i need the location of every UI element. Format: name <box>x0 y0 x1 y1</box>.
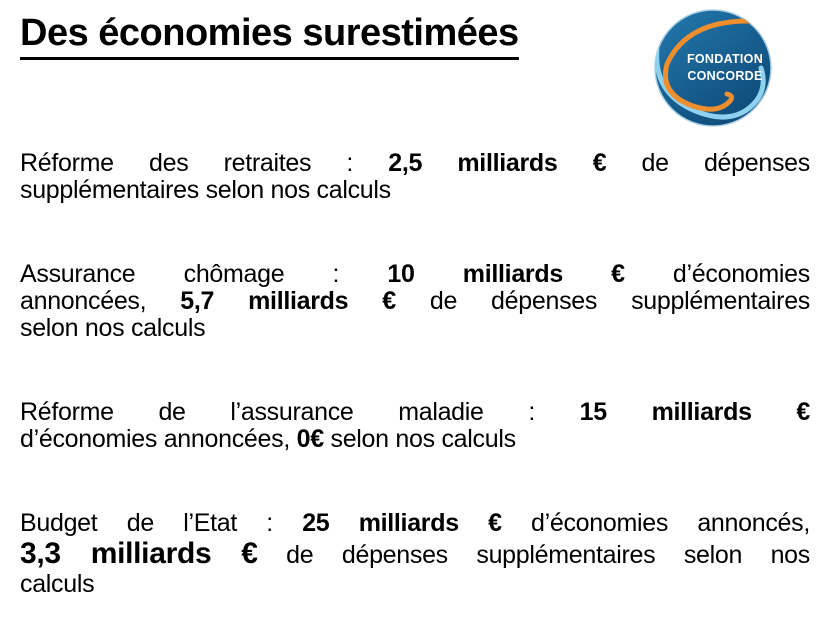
amount-highlight: 0€ <box>296 425 325 453</box>
text-segment: annoncées, <box>20 287 181 315</box>
text-segment: selon nos calculs <box>20 314 206 342</box>
body-text: Réforme des retraites : 2,5 milliards € … <box>20 150 810 598</box>
amount-highlight: 25 milliards € <box>302 509 502 537</box>
amount-highlight: 15 milliards € <box>579 398 811 426</box>
text-segment: d’économies annoncés, <box>501 509 810 537</box>
text-segment: selon nos calculs <box>323 425 516 453</box>
text-segment: de dépenses supplémentaires <box>395 287 811 315</box>
text-line: annoncées, 5,7 milliards € de dépenses s… <box>20 288 810 315</box>
text-segment: Budget de l’Etat : <box>20 509 303 537</box>
amount-highlight: 10 milliards € <box>387 260 625 288</box>
amount-highlight: 2,5 milliards € <box>388 149 607 177</box>
text-segment: calculs <box>20 570 95 598</box>
fondation-concorde-logo: FONDATION CONCORDE <box>654 9 772 127</box>
paragraph: Assurance chômage : 10 milliards € d’éco… <box>20 261 810 342</box>
text-segment: Assurance chômage : <box>20 260 388 288</box>
paragraph: Réforme de l’assurance maladie : 15 mill… <box>20 399 810 453</box>
amount-highlight: 5,7 milliards € <box>180 287 396 315</box>
text-segment: d’économies <box>624 260 810 288</box>
paragraph: Réforme des retraites : 2,5 milliards € … <box>20 150 810 204</box>
logo-swoosh-lightblue-icon <box>655 45 766 120</box>
text-segment: supplémentaires selon nos calculs <box>20 176 391 204</box>
text-segment: d’économies annoncées, <box>20 425 297 453</box>
amount-highlight: 3,3 milliards € <box>20 537 258 570</box>
text-line: selon nos calculs <box>20 315 810 342</box>
text-segment: de dépenses supplémentaires selon nos <box>257 541 810 569</box>
text-segment: Réforme de l’assurance maladie : <box>20 398 580 426</box>
text-segment: de dépenses <box>606 149 811 177</box>
text-line: d’économies annoncées, 0€ selon nos calc… <box>20 426 810 453</box>
text-line: supplémentaires selon nos calculs <box>20 177 810 204</box>
paragraph: Budget de l’Etat : 25 milliards € d’écon… <box>20 510 810 598</box>
text-line: calculs <box>20 571 810 598</box>
logo-swoosh-orange-icon <box>663 18 754 112</box>
logo-text-line2: CONCORDE <box>687 69 762 83</box>
text-line: Budget de l’Etat : 25 milliards € d’écon… <box>20 510 810 537</box>
slide-title: Des économies surestimées <box>20 12 519 60</box>
text-line: 3,3 milliards € de dépenses supplémentai… <box>20 537 810 571</box>
slide-title-text: Des économies surestimées <box>20 12 519 60</box>
text-segment: Réforme des retraites : <box>20 149 389 177</box>
logo-text-line1: FONDATION <box>687 52 763 66</box>
text-line: Assurance chômage : 10 milliards € d’éco… <box>20 261 810 288</box>
text-line: Réforme des retraites : 2,5 milliards € … <box>20 150 810 177</box>
text-line: Réforme de l’assurance maladie : 15 mill… <box>20 399 810 426</box>
